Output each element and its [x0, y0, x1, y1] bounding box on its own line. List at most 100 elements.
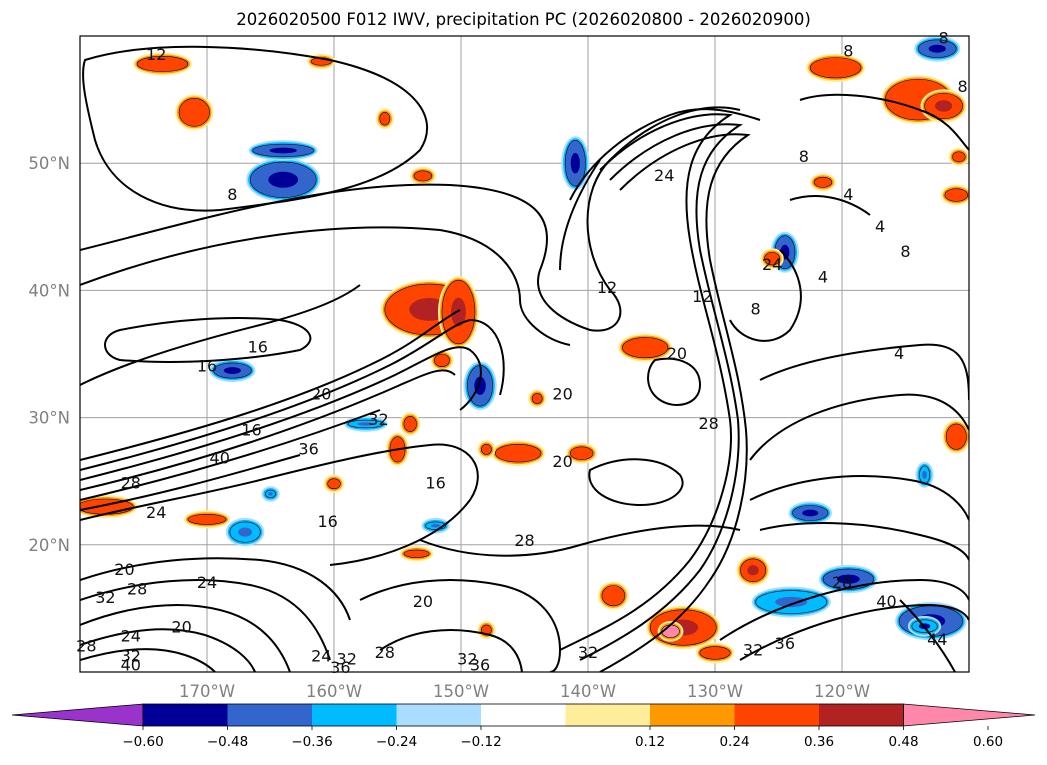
contour-label: 20	[171, 617, 191, 636]
contour-label: 28	[698, 414, 718, 433]
contour-label: 32	[743, 640, 763, 659]
precip-anomaly-area	[481, 444, 492, 455]
contour-label: 4	[818, 268, 828, 287]
iwv-contour	[80, 648, 216, 672]
precip-anomaly-core	[775, 596, 808, 608]
precip-anomaly-area	[569, 446, 594, 460]
graticule	[80, 36, 969, 672]
iwv-contour	[80, 309, 461, 461]
iwv-contour	[80, 318, 505, 471]
iwv-contour	[559, 159, 601, 271]
precip-anomaly-area	[494, 444, 542, 463]
contour-label: 28	[832, 573, 852, 592]
contour-label: 32	[95, 588, 115, 607]
contour-label: 40	[121, 656, 141, 675]
precip-anomaly-core	[357, 422, 374, 426]
contour-label: 28	[127, 579, 147, 598]
longitude-label: 130°W	[687, 682, 743, 701]
contour-label: 24	[654, 166, 674, 185]
iwv-contour	[80, 443, 479, 566]
colorbar-tick-label: −0.48	[207, 734, 248, 750]
precip-anomaly-area	[413, 170, 433, 182]
precip-anomaly-core	[922, 470, 927, 479]
precip-anomaly-area	[809, 57, 862, 79]
contour-label: 44	[927, 630, 947, 649]
colorbar-tick-label: 0.60	[973, 734, 1003, 750]
contour-label: 8	[751, 299, 761, 318]
iwv-contour	[80, 454, 301, 511]
contour-label: 8	[900, 242, 910, 261]
contour-label: 24	[197, 573, 217, 592]
colorbar-tick-label: −0.60	[122, 734, 163, 750]
contour-label: 36	[298, 439, 318, 458]
iwv-contour	[599, 133, 751, 672]
iwv-contour	[80, 628, 256, 672]
iwv-contour	[419, 524, 741, 557]
contour-label: 8	[939, 29, 949, 48]
contour-label: 36	[470, 656, 490, 675]
contour-label: 4	[843, 185, 853, 204]
contour-label: 40	[210, 448, 230, 467]
colorbar-extend-high	[903, 703, 1036, 727]
iwv-contour	[80, 284, 361, 386]
contour-label: 16	[241, 420, 261, 439]
colorbar-tick-label: −0.24	[376, 734, 417, 750]
contour-label: 12	[146, 45, 166, 64]
longitude-label: 140°W	[560, 682, 616, 701]
contour-label: 12	[597, 278, 617, 297]
iwv-contour-layer	[80, 45, 969, 672]
chart-title: 2026020500 F012 IWV, precipitation PC (2…	[236, 10, 811, 29]
colorbar-segment	[650, 704, 735, 726]
iwv-contour	[80, 604, 291, 672]
iwv-contour	[588, 458, 684, 507]
colorbar-segment	[227, 704, 312, 726]
latitude-label: 30°N	[28, 409, 70, 428]
colorbar-tick-label: 0.36	[804, 734, 834, 750]
precip-anomaly-area	[952, 151, 966, 163]
longitude-label: 170°W	[179, 682, 235, 701]
contour-label: 28	[375, 643, 395, 662]
iwv-contour	[569, 108, 761, 201]
contour-label: 28	[76, 637, 96, 656]
iwv-contour	[729, 249, 802, 342]
colorbar-extend-low	[11, 703, 144, 727]
precip-anomaly-area	[327, 478, 341, 490]
precip-anomaly-core	[269, 147, 297, 154]
iwv-contour	[80, 557, 351, 621]
contour-label: 20	[413, 592, 433, 611]
map-background	[80, 36, 969, 672]
colorbar-segment	[396, 704, 481, 726]
precip-anomaly-area	[813, 176, 833, 188]
colorbar-segment	[312, 704, 397, 726]
contour-label: 12	[692, 287, 712, 306]
iwv-contour	[359, 579, 562, 672]
precip-anomaly-core	[836, 574, 860, 584]
contour-label: 24	[311, 647, 331, 666]
longitude-label: 150°W	[433, 682, 489, 701]
contour-label: 8	[227, 185, 237, 204]
precipitation-layer	[80, 36, 969, 664]
precip-anomaly-area	[136, 56, 189, 72]
iwv-contour	[719, 578, 969, 641]
longitude-label: 160°W	[306, 682, 362, 701]
contour-label: 36	[330, 658, 350, 677]
contour-label: 40	[876, 592, 896, 611]
contour-label: 24	[146, 503, 166, 522]
contour-label: 28	[514, 531, 534, 550]
longitude-labels: 170°W 160°W 150°W 140°W 130°W 120°W	[179, 682, 870, 701]
contour-label: 16	[248, 338, 268, 357]
colorbar-tick-label: 0.12	[635, 734, 665, 750]
iwv-contour	[799, 93, 969, 151]
precip-anomaly-area	[621, 337, 669, 359]
contour-label: 16	[197, 357, 217, 376]
iwv-contour	[80, 346, 482, 481]
precip-anomaly-core	[570, 152, 580, 174]
precip-anomaly-core	[928, 44, 946, 53]
precip-anomaly-area	[945, 423, 967, 450]
contour-label: 28	[121, 474, 141, 493]
contour-label: 8	[958, 77, 968, 96]
contour-label: 8	[843, 41, 853, 60]
contour-label: 24	[762, 255, 782, 274]
contour-label: 32	[578, 643, 598, 662]
